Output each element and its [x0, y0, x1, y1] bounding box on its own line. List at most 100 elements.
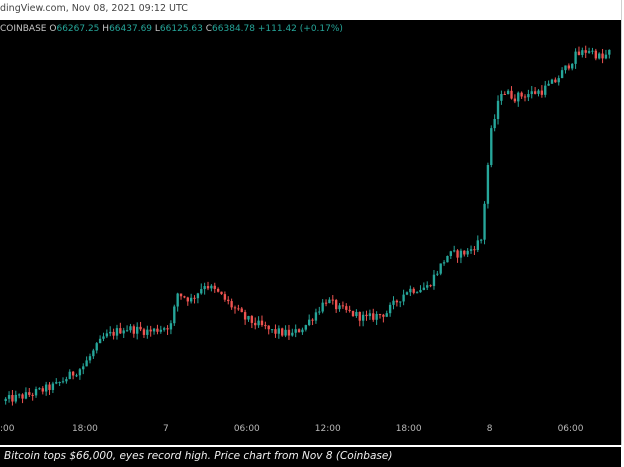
candle-up [55, 382, 58, 384]
candle-down [311, 319, 314, 321]
candle-up [560, 70, 564, 79]
candle-up [203, 286, 206, 290]
candle-down [156, 328, 159, 332]
candle-up [469, 249, 473, 251]
candle-down [554, 79, 557, 83]
candle-up [136, 326, 139, 334]
candle-down [21, 394, 24, 399]
candle-down [503, 93, 506, 95]
candle-down [142, 329, 146, 335]
candle-up [109, 331, 112, 334]
candle-down [372, 313, 375, 320]
candle-down [281, 328, 284, 336]
candle-up [95, 343, 98, 351]
candle-up [409, 288, 412, 293]
candle-up [375, 314, 378, 320]
candle-up [415, 292, 419, 294]
candle-up [189, 297, 193, 302]
candle-up [247, 316, 250, 320]
candle-down [243, 312, 247, 320]
candle-up [38, 388, 41, 390]
candle-up [544, 85, 547, 95]
candle-up [368, 313, 372, 317]
candle-down [179, 293, 183, 297]
candle-up [604, 54, 608, 59]
low-label: L [154, 24, 160, 34]
candle-down [513, 98, 517, 102]
candle-up [24, 392, 28, 399]
candle-up [314, 312, 318, 321]
open-value: 66267.25 [56, 24, 100, 34]
candle-up [301, 329, 304, 333]
candlestick-plot [4, 45, 611, 406]
x-axis: :00 18:00 7 06:00 12:00 18:00 8 06:00 [0, 424, 621, 444]
candle-down [341, 305, 345, 307]
candle-up [294, 329, 297, 333]
candle-up [506, 90, 510, 95]
ohlc-legend: COINBASE O66267.25 H66437.69 L66125.63 C… [0, 24, 343, 34]
candle-up [537, 90, 540, 94]
candle-down [223, 294, 227, 300]
candle-up [318, 311, 321, 313]
candle-up [321, 302, 324, 312]
candle-up [392, 300, 395, 305]
candle-up [152, 328, 156, 332]
candle-up [44, 384, 48, 392]
candle-down [334, 300, 338, 310]
candle-up [17, 394, 21, 396]
candle-up [98, 338, 102, 344]
candle-down [206, 286, 210, 289]
candle-up [129, 326, 132, 331]
candle-up [496, 100, 500, 119]
candle-down [250, 316, 254, 323]
candle-up [402, 294, 405, 302]
candle-down [348, 309, 351, 311]
candle-down [254, 322, 257, 326]
candle-up [571, 63, 574, 69]
candle-up [432, 274, 436, 287]
candle-up [581, 50, 584, 55]
candle-down [233, 307, 237, 309]
candle-up [527, 94, 530, 98]
candle-up [550, 79, 554, 84]
candle-down [139, 326, 142, 330]
x-tick-label: 18:00 [395, 424, 422, 434]
candle-up [200, 289, 203, 294]
candle-down [382, 314, 385, 317]
candle-up [284, 329, 287, 336]
candle-up [479, 239, 483, 241]
attribution-text: dingView.com, Nov 08, 2021 09:12 UTC [0, 3, 188, 14]
candle-down [523, 96, 527, 98]
candle-up [490, 128, 493, 165]
candle-down [584, 50, 587, 53]
candle-down [216, 288, 220, 292]
candle-up [159, 329, 162, 332]
candle-up [422, 287, 426, 290]
candle-down [11, 395, 14, 402]
candle-up [426, 285, 429, 288]
candle-up [483, 203, 486, 240]
candle-up [173, 306, 176, 324]
candle-up [608, 49, 611, 55]
candle-up [7, 395, 11, 399]
candle-down [227, 299, 230, 302]
candle-down [540, 90, 544, 95]
candle-up [61, 381, 65, 383]
candle-up [122, 330, 125, 334]
candle-up [459, 250, 463, 258]
candle-up [486, 164, 490, 204]
candle-down [473, 249, 476, 251]
candle-up [530, 91, 533, 95]
candle-up [291, 332, 294, 336]
candle-up [163, 328, 166, 330]
candle-up [308, 319, 311, 326]
candle-up [385, 313, 388, 317]
candle-up [85, 360, 88, 367]
low-value: 66125.63 [159, 24, 203, 34]
candle-up [34, 389, 38, 396]
candle-up [257, 320, 260, 326]
candle-down [274, 329, 277, 334]
x-tick-label: 06:00 [233, 424, 260, 434]
candle-up [436, 273, 439, 275]
candle-down [48, 384, 51, 390]
